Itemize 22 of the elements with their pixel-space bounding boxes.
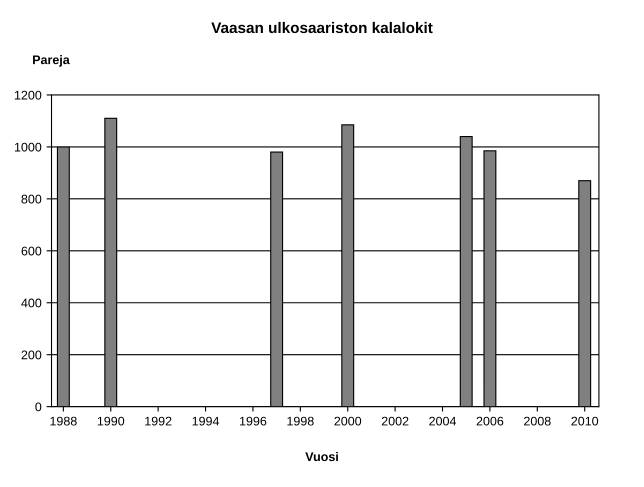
x-tick-label: 1998 <box>287 416 314 426</box>
chart-title: Vaasan ulkosaariston kalalokit <box>211 22 433 34</box>
y-tick-label: 600 <box>22 246 42 256</box>
x-tick-label: 2008 <box>524 416 551 426</box>
y-tick-label: 0 <box>35 402 42 412</box>
x-tick-label: 1988 <box>50 416 77 426</box>
y-tick-label: 1000 <box>14 142 42 152</box>
x-tick-label: 2000 <box>334 416 362 426</box>
x-tick-label: 1992 <box>145 416 172 426</box>
y-axis-title: Pareja <box>33 55 70 67</box>
y-tick-label: 400 <box>21 298 42 308</box>
x-tick-label: 1996 <box>240 416 266 426</box>
y-tick-label: 800 <box>21 194 42 204</box>
x-tick-label: 2004 <box>429 416 456 426</box>
x-tick-label: 1990 <box>98 416 124 426</box>
x-tick-label: 2006 <box>476 416 504 426</box>
x-axis-title: Vuosi <box>305 452 338 462</box>
x-tick-label: 2010 <box>571 416 598 426</box>
y-tick-label: 200 <box>22 350 42 360</box>
x-tick-label: 2002 <box>382 416 408 426</box>
y-tick-label: 1200 <box>14 90 42 100</box>
x-tick-label: 1994 <box>192 416 220 426</box>
